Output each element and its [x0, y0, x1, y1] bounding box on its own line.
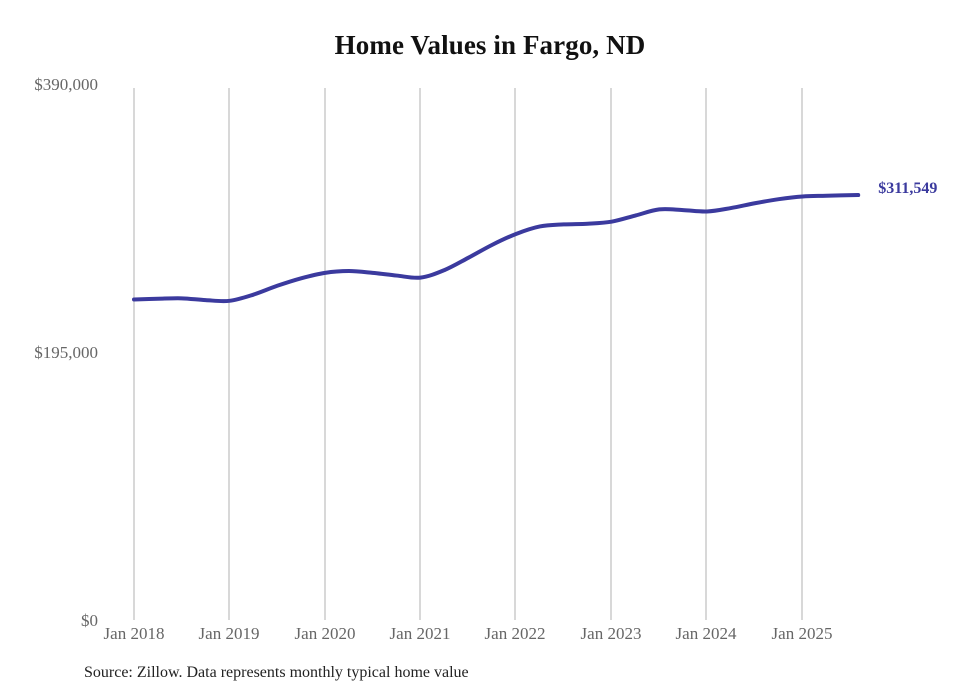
chart-title: Home Values in Fargo, ND [334, 30, 646, 60]
x-tick-label-4: Jan 2022 [484, 624, 546, 643]
x-tick-label-0: Jan 2018 [103, 624, 165, 643]
x-tick-label-5: Jan 2023 [580, 624, 642, 643]
end-value-annotation: $311,549 [878, 180, 938, 197]
y-tick-label-zero: $0 [81, 611, 98, 630]
y-tick-label-top: $390,000 [34, 75, 98, 94]
source-note: Source: Zillow. Data represents monthly … [84, 664, 469, 681]
gridlines-group [133, 88, 803, 620]
x-tick-label-2: Jan 2020 [294, 624, 356, 643]
x-tick-label-3: Jan 2021 [389, 624, 451, 643]
x-tick-label-6: Jan 2024 [675, 624, 737, 643]
x-tick-label-1: Jan 2019 [198, 624, 260, 643]
y-tick-label-mid: $195,000 [34, 343, 98, 362]
x-tick-label-7: Jan 2025 [771, 624, 833, 643]
home-value-line [132, 193, 861, 304]
